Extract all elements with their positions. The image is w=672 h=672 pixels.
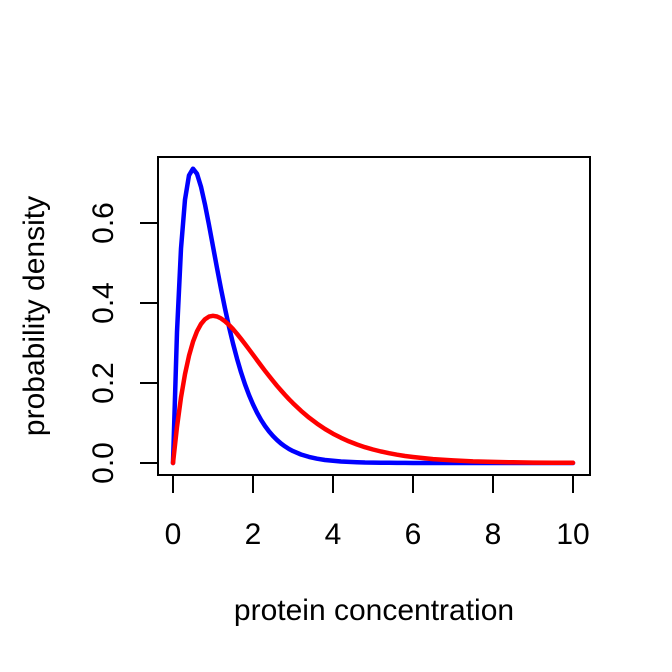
y-tick-label: 0.4 xyxy=(87,282,120,324)
x-tick-label: 2 xyxy=(245,518,262,551)
y-tick-label: 0.0 xyxy=(87,442,120,484)
y-tick-label: 0.6 xyxy=(87,202,120,244)
x-tick-label: 0 xyxy=(165,518,182,551)
y-axis-title: probability density xyxy=(18,196,51,436)
x-axis-title: protein concentration xyxy=(234,594,514,627)
red-curve xyxy=(170,313,576,466)
y-tick-label: 0.2 xyxy=(87,362,120,404)
plot-box xyxy=(157,156,591,476)
x-axis: 0 2 4 6 8 10 xyxy=(165,475,590,551)
blue-curve xyxy=(170,166,576,466)
curves-layer xyxy=(170,166,576,466)
y-axis: 0.0 0.2 0.4 0.6 xyxy=(87,202,158,484)
x-tick-label: 4 xyxy=(325,518,342,551)
x-tick-label: 6 xyxy=(405,518,422,551)
x-tick-label: 10 xyxy=(556,518,589,551)
x-tick-label: 8 xyxy=(485,518,502,551)
